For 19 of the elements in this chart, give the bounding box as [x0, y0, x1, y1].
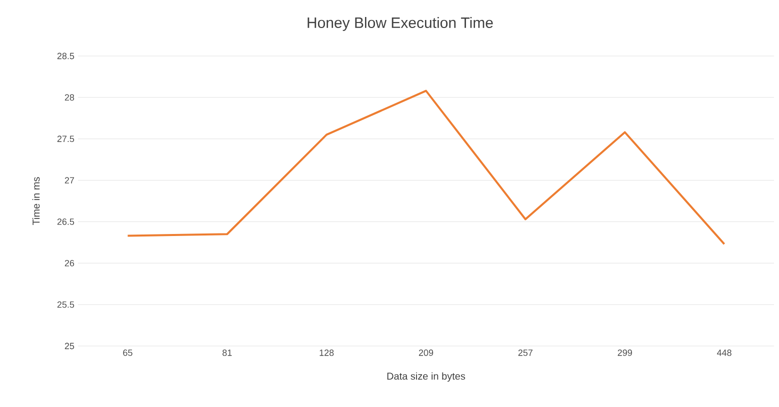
x-tick-label: 299	[618, 350, 632, 356]
y-tick-label: 26	[64, 260, 74, 266]
x-tick-label: 81	[222, 350, 232, 356]
y-tick-label: 25	[64, 342, 74, 350]
y-axis-title: Time in ms	[32, 177, 40, 226]
x-tick-label: 128	[320, 350, 334, 356]
line-series	[126, 90, 726, 246]
y-tick-label: 27.5	[57, 136, 74, 142]
y-tick-label: 28.5	[57, 52, 74, 60]
x-tick-label: 257	[518, 350, 532, 356]
chart-title: Honey Blow Execution Time	[308, 17, 493, 31]
x-tick-label: 448	[716, 350, 732, 356]
y-tick-label: 25.5	[57, 301, 74, 308]
y-tick-label: 26.5	[57, 218, 74, 225]
y-tick-label: 27	[64, 177, 74, 184]
x-tick-label: 209	[418, 350, 434, 356]
x-axis-title: Data size in bytes	[387, 372, 466, 382]
y-tick-label: 28	[64, 94, 74, 101]
x-tick-label: 65	[123, 350, 132, 356]
